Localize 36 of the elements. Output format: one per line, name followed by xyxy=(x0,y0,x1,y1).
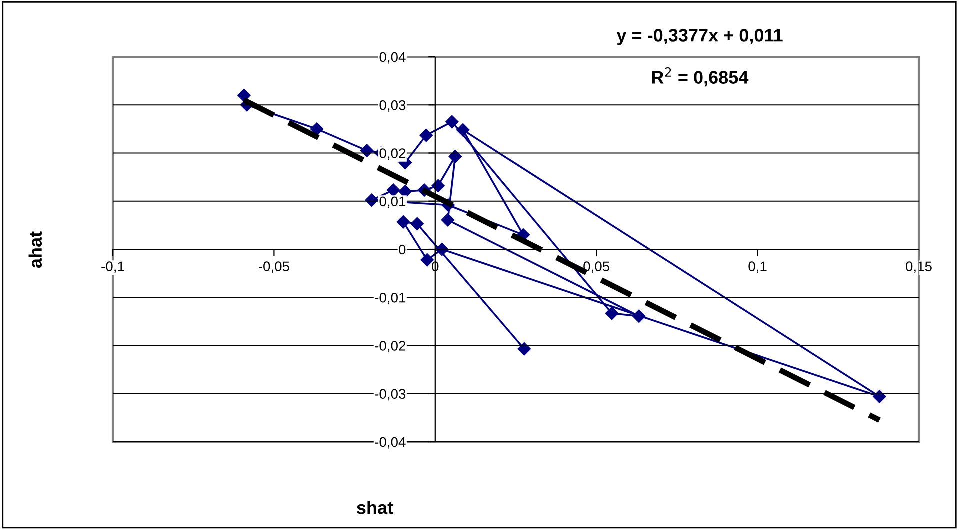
point xyxy=(310,122,324,136)
x-tick-label: 0,05 xyxy=(584,262,610,274)
point xyxy=(396,215,410,229)
point xyxy=(432,179,445,193)
y-tick-label: -0,04 xyxy=(375,437,406,449)
point xyxy=(873,390,886,404)
annotation: R$^{2}$ = 0,6854 xyxy=(652,67,749,87)
point xyxy=(448,150,462,164)
x-tick-label: 0,1 xyxy=(748,262,767,274)
y-tick-label: 0,02 xyxy=(380,148,406,160)
point xyxy=(386,184,400,197)
point xyxy=(632,310,646,323)
y-axis-title: ahat xyxy=(28,232,42,268)
point xyxy=(398,185,412,198)
point xyxy=(410,217,424,231)
x-tick-label: -0,05 xyxy=(258,262,290,274)
y-tick-label: 0,03 xyxy=(380,100,406,112)
y-tick-label: -0,01 xyxy=(375,292,406,304)
x-tick-label: 0,15 xyxy=(906,262,932,274)
point xyxy=(365,194,378,207)
y-tick-label: 0 xyxy=(399,244,406,255)
y-tick-label: -0,02 xyxy=(375,341,406,353)
point xyxy=(420,254,434,267)
point xyxy=(420,128,433,142)
x-tick-label: -0,1 xyxy=(102,262,124,274)
point xyxy=(441,214,455,227)
y-tick-label: 0,04 xyxy=(380,52,406,64)
text: y = -0,3377x + 0,011 xyxy=(616,29,783,46)
y-tick-label: 0,01 xyxy=(380,196,406,208)
point xyxy=(518,342,531,356)
point xyxy=(605,306,619,320)
point xyxy=(456,124,470,137)
y-tick-label: -0,03 xyxy=(375,389,406,401)
point xyxy=(446,115,459,129)
point xyxy=(238,88,251,102)
x-axis-title: shat xyxy=(357,501,394,514)
